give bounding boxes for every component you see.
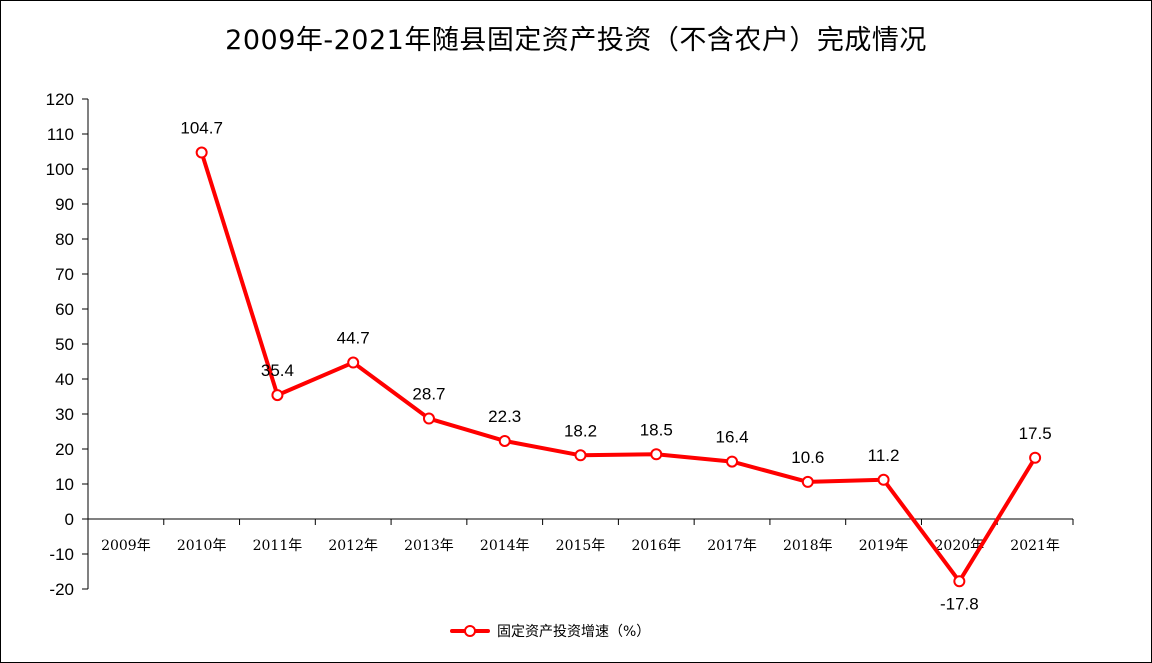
y-tick-label: 0: [65, 510, 74, 529]
chart-title: 2009年-2021年随县固定资产投资（不含农户）完成情况: [225, 25, 927, 56]
data-label: 28.7: [412, 385, 445, 404]
y-tick-label: 40: [55, 370, 74, 389]
data-point-marker: [801, 475, 814, 488]
x-tick-label: 2014年: [480, 538, 530, 554]
data-label: 10.6: [791, 448, 824, 467]
x-tick-label: 2013年: [404, 538, 454, 554]
data-label: 18.2: [564, 421, 597, 440]
data-label: 104.7: [180, 119, 223, 138]
y-tick-label: -20: [49, 580, 74, 599]
data-label: 22.3: [488, 407, 521, 426]
data-label: 17.5: [1019, 424, 1052, 443]
data-point-marker: [195, 146, 208, 159]
data-label: 18.5: [640, 420, 673, 439]
x-tick-label: 2011年: [253, 538, 303, 554]
x-tick-label: 2017年: [707, 538, 757, 554]
x-tick-label: 2016年: [631, 538, 681, 554]
x-tick-label: 2021年: [1010, 538, 1060, 554]
y-tick-label: 60: [55, 300, 74, 319]
y-tick-label: 20: [55, 440, 74, 459]
x-tick-label: 2018年: [783, 538, 833, 554]
data-point-marker: [1029, 451, 1042, 464]
data-point-marker: [271, 389, 284, 402]
legend-label: 固定资产投资增速（%）: [497, 624, 650, 640]
data-label: -17.8: [940, 594, 979, 613]
data-point-marker: [877, 473, 890, 486]
y-tick-label: 10: [55, 475, 74, 494]
data-point-marker: [726, 455, 739, 468]
y-tick-label: 100: [46, 160, 74, 179]
x-tick-label: 2020年: [935, 538, 985, 554]
y-tick-label: 30: [55, 405, 74, 424]
data-point-marker: [422, 412, 435, 425]
data-point-marker: [650, 448, 663, 461]
x-tick-label: 2009年: [101, 538, 151, 554]
x-tick-label: 2012年: [328, 538, 378, 554]
data-point-marker: [953, 575, 966, 588]
data-label: 16.4: [715, 428, 748, 447]
x-tick-label: 2019年: [859, 538, 909, 554]
data-label: 44.7: [337, 329, 370, 348]
y-tick-label: 110: [47, 125, 74, 144]
y-tick-label: 120: [46, 90, 74, 109]
data-label: 11.2: [868, 446, 900, 465]
x-tick-label: 2010年: [177, 538, 227, 554]
y-tick-label: 70: [55, 265, 74, 284]
data-point-marker: [574, 449, 587, 462]
y-tick-label: 80: [55, 230, 74, 249]
data-label: 35.4: [261, 361, 294, 380]
y-tick-label: 90: [55, 195, 74, 214]
legend-marker-swatch: [464, 625, 476, 637]
y-tick-label: -10: [49, 545, 74, 564]
series-line: [199, 150, 1038, 584]
data-point-marker: [347, 356, 360, 369]
data-point-marker: [498, 434, 511, 447]
x-tick-label: 2015年: [556, 538, 606, 554]
y-tick-label: 50: [55, 335, 74, 354]
